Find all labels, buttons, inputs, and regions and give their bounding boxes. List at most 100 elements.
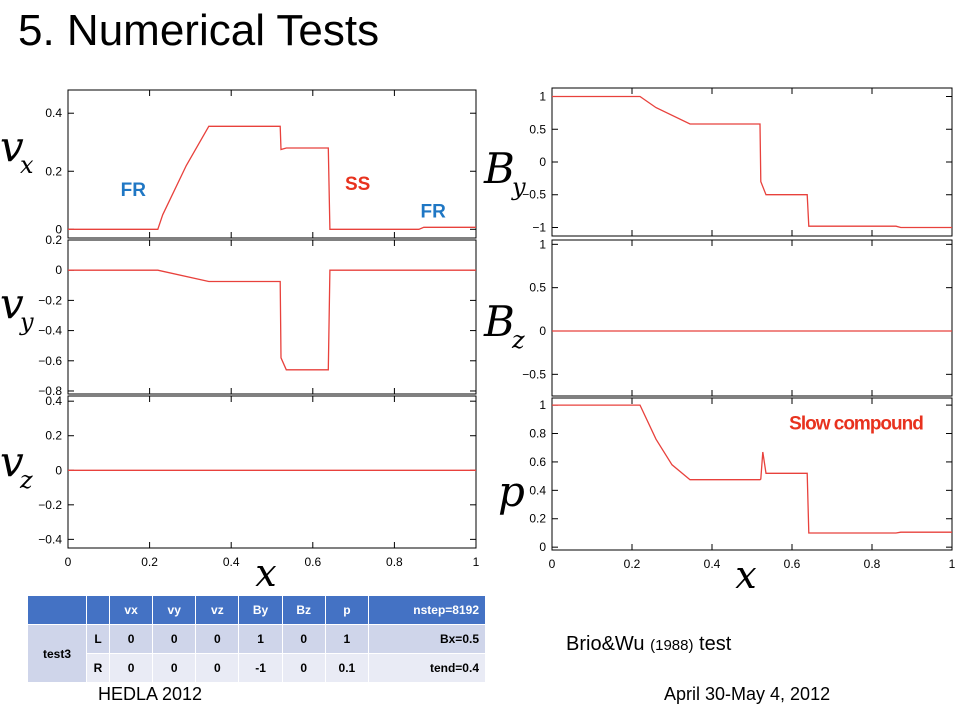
x-tick-label: 0.4 [223,555,240,569]
test-caption: Brio&Wu (1988) test [566,633,731,656]
series-line-vy [68,269,476,371]
table-cell: Bx=0.5 [368,624,486,654]
table-cell: R [86,653,110,683]
y-tick-label: 0 [539,155,546,169]
y-tick-label: 0.2 [529,512,546,526]
table-header-cell: vz [195,595,240,625]
caption-prefix: Brio&Wu [566,633,645,655]
y-tick-label: 0 [55,222,62,236]
table-header-cell: p [324,595,370,625]
y-axis-label: B [483,144,515,193]
y-tick-label: −0.4 [38,532,62,546]
table-cell: 0 [195,624,240,654]
x-tick-label: 0.8 [864,557,881,571]
y-tick-label: 1 [539,90,546,104]
table-cell: tend=0.4 [368,653,486,683]
plot-frame [551,87,953,237]
table-cell: 0 [108,624,154,654]
parameter-table: vx vy vz By Bz p nstep=8192 test3 L 0 0 … [27,595,486,683]
y-tick-label: −0.2 [38,498,62,512]
y-tick-label: −0.5 [522,367,546,381]
annotation-label: FR [121,180,147,201]
table-header-row: vx vy vz By Bz p nstep=8192 [27,595,486,625]
plot-frame [551,239,953,397]
x-tick-label: 1 [473,555,480,569]
y-axis-label-subscript: y [19,308,34,336]
y-axis-label: v [0,122,24,171]
footer-date: April 30-May 4, 2012 [664,684,831,704]
y-tick-label: 0.8 [529,427,546,441]
table-cell: L [86,624,110,654]
table-row: R 0 0 0 -1 0 0.1 tend=0.4 [28,653,486,683]
y-axis-label: p [498,467,525,516]
series-line-vx [68,125,476,230]
annotation-label: SS [345,174,370,195]
y-axis-label-subscript: z [511,326,525,354]
y-tick-label: −1 [532,220,546,234]
x-tick-label: 0 [65,555,72,569]
caption-suffix: test [699,633,732,655]
annotation-label: Slow compound [789,413,923,434]
y-axis-label-subscript: y [511,173,526,201]
x-tick-label: 0 [549,557,556,571]
y-tick-label: 0 [55,263,62,277]
table-cell: 0 [281,624,326,654]
x-tick-label: 0.2 [141,555,158,569]
plot-frame [67,239,477,395]
table-header-cell: Bz [281,595,326,625]
table-header-cell: vy [152,595,197,625]
x-tick-label: 0.6 [784,557,801,571]
table-cell: 1 [238,624,283,654]
table-row: test3 L 0 0 0 1 0 1 Bx=0.5 [27,624,486,683]
table-cell: 0 [281,653,326,683]
series-line-p [552,404,952,534]
y-axis-label: B [483,297,515,346]
footer-conference: HEDLA 2012 [98,684,203,704]
x-tick-label: 0.2 [624,557,641,571]
table-header-cell: nstep=8192 [368,595,486,625]
plot-frame [551,397,953,551]
table-header-cell: vx [108,595,154,625]
x-tick-label: 1 [949,557,956,571]
table-header-cell [86,595,110,625]
y-axis-label-subscript: x [20,151,34,179]
y-tick-label: 0.5 [529,281,546,295]
caption-year: (1988) [650,637,694,654]
x-tick-label: 0.8 [386,555,403,569]
table-cell: 0 [108,653,154,683]
x-tick-label: 0.6 [304,555,321,569]
table-cell: 0.1 [324,653,370,683]
y-tick-label: −0.5 [522,188,546,202]
table-header-cell: By [238,595,283,625]
y-tick-label: 1 [539,398,546,412]
y-tick-label: 0.4 [529,483,546,497]
plot-frame [67,89,477,239]
y-tick-label: 0 [539,540,546,554]
y-tick-label: 0 [539,324,546,338]
y-tick-label: 0.2 [45,429,62,443]
slide-title: 5. Numerical Tests [18,6,380,55]
y-axis-label: v [0,437,24,486]
x-axis-label: x [255,551,276,595]
plot-frame [67,395,477,549]
y-axis-label-subscript: z [19,466,33,494]
table-cell: 0 [195,653,240,683]
y-tick-label: 1 [539,237,546,251]
y-tick-label: −0.6 [38,354,62,368]
x-tick-label: 0.4 [704,557,721,571]
series-line-By [552,95,952,229]
y-tick-label: 0.6 [529,455,546,469]
y-tick-label: −0.4 [38,324,62,338]
x-axis-label: x [735,553,756,597]
table-cell: 0 [152,653,197,683]
y-tick-label: −0.2 [38,293,62,307]
y-tick-label: 0.2 [45,233,62,247]
y-tick-label: 0.4 [45,106,62,120]
table-cell: 1 [324,624,370,654]
y-tick-label: 0.2 [45,164,62,178]
y-tick-label: 0.5 [529,122,546,136]
table-group-label: test3 [27,624,87,683]
table-header-cell [27,595,87,625]
y-tick-label: −0.8 [38,384,62,398]
